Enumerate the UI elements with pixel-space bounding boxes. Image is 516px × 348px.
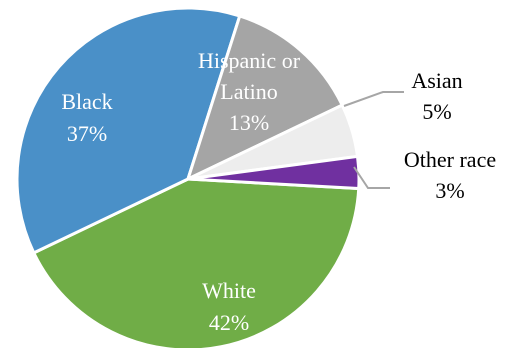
slice-label-hispanic-line1: Hispanic or [198,48,301,73]
slice-value-other-race: 3% [435,178,464,203]
slice-value-black: 37% [67,121,107,146]
slice-label-black: Black [61,89,112,114]
slice-label-other-race: Other race [404,147,496,172]
slice-label-asian: Asian [411,68,462,93]
pie-slice-white [31,177,361,348]
pie-slice-hispanic-or-latino [185,14,345,182]
pie-slice-black [15,6,242,255]
slice-label-hispanic-line2: Latino [220,79,277,104]
pie-slice-other-race [187,154,361,191]
pie-slices [15,6,361,348]
slice-value-asian: 5% [422,99,451,124]
slice-value-white: 42% [209,310,249,335]
slice-labels: White 42% Black 37% Hispanic or Latino 1… [61,48,496,335]
leader-lines [343,91,404,189]
leader-line-asian [343,91,404,107]
slice-value-hispanic: 13% [229,110,269,135]
leader-line-other-race [353,166,390,189]
slice-label-white: White [202,278,256,303]
